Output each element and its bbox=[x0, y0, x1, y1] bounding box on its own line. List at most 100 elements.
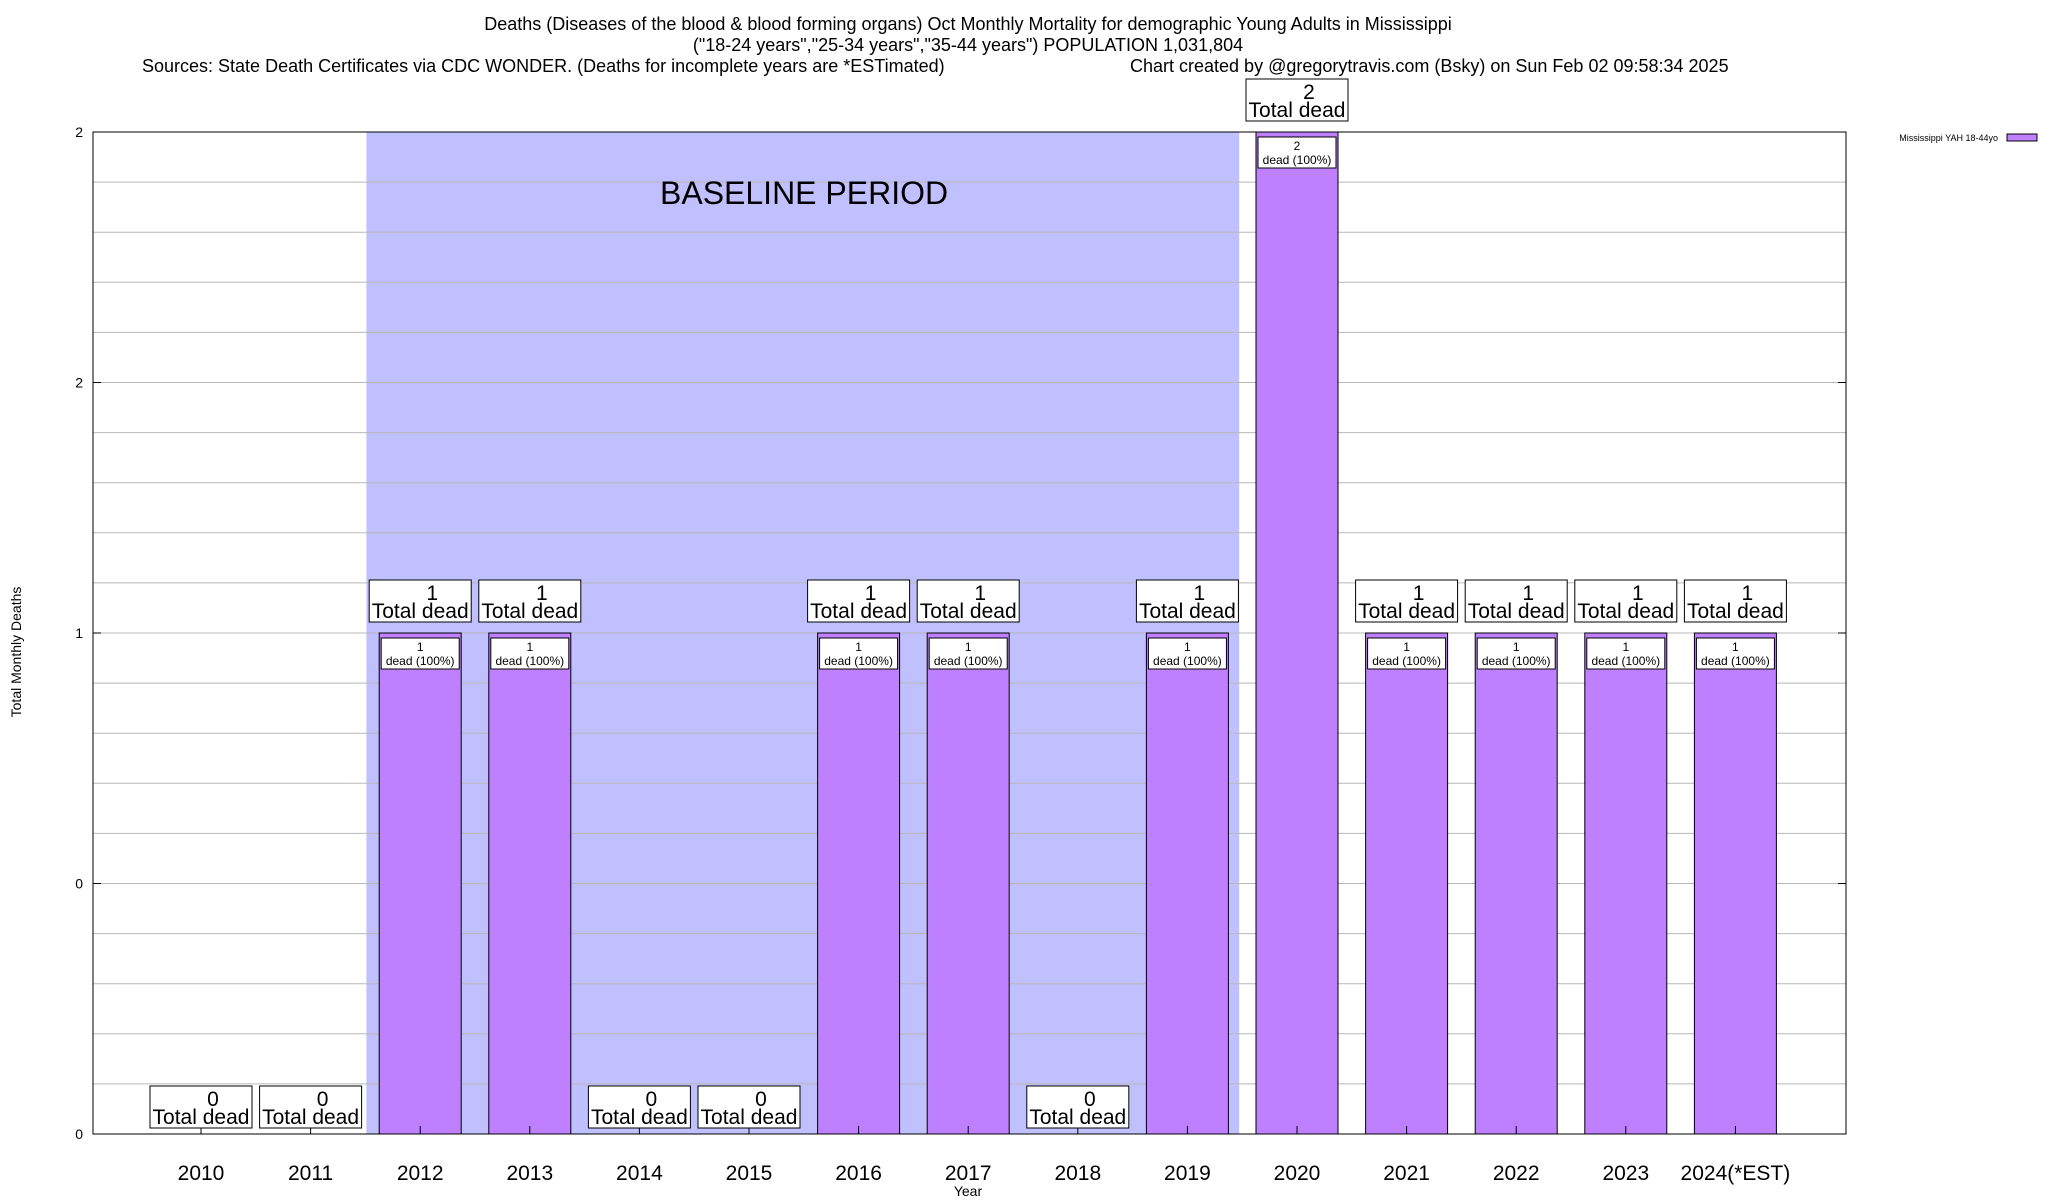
bar-inner-pct: dead (100%) bbox=[1591, 654, 1660, 668]
bar-inner-label-box bbox=[819, 637, 899, 670]
chart-title-line-2: ("18-24 years","25-34 years","35-44 year… bbox=[693, 35, 1243, 55]
total-label-text: Total dead bbox=[372, 600, 469, 623]
total-label-text: Total dead bbox=[153, 1106, 250, 1129]
y-tick-label: 0 bbox=[75, 876, 83, 892]
bar-inner-pct: dead (100%) bbox=[1701, 654, 1770, 668]
total-label-box bbox=[1574, 579, 1678, 623]
bar bbox=[378, 632, 462, 1135]
total-label-text: Total dead bbox=[481, 600, 578, 623]
bar-inner-pct: dead (100%) bbox=[1482, 654, 1551, 668]
bar-inner-pct: dead (100%) bbox=[824, 654, 893, 668]
x-tick-label: 2024(*EST) bbox=[1681, 1162, 1791, 1185]
bar bbox=[817, 632, 901, 1135]
total-label-text: Total dead bbox=[920, 600, 1017, 623]
total-label-box bbox=[1026, 1085, 1130, 1129]
bar-inner-pct: dead (100%) bbox=[386, 654, 455, 668]
bar-inner-count: 1 bbox=[1513, 640, 1520, 654]
total-label-count: 0 bbox=[207, 1088, 219, 1111]
bar bbox=[488, 632, 572, 1135]
x-tick-label: 2015 bbox=[726, 1162, 773, 1185]
total-label-text: Total dead bbox=[1358, 600, 1455, 623]
bar-inner-label-box bbox=[1695, 637, 1775, 670]
total-label-count: 0 bbox=[1084, 1088, 1096, 1111]
total-label-count: 1 bbox=[974, 582, 986, 605]
total-label-count: 0 bbox=[755, 1088, 767, 1111]
x-tick-label: 2017 bbox=[945, 1162, 992, 1185]
total-label-box bbox=[1135, 579, 1239, 623]
chart-credit: Chart created by @gregorytravis.com (Bsk… bbox=[1130, 56, 1729, 76]
bar-inner-count: 1 bbox=[1403, 640, 1410, 654]
x-tick-label: 2021 bbox=[1383, 1162, 1430, 1185]
total-label-count: 1 bbox=[1742, 582, 1754, 605]
bar-inner-label-box bbox=[1147, 637, 1227, 670]
bar-inner-count: 1 bbox=[1622, 640, 1629, 654]
x-axis-label: Year bbox=[954, 1183, 983, 1199]
bar bbox=[1255, 131, 1339, 1135]
total-label-count: 2 bbox=[1303, 81, 1315, 104]
y-axis-label: Total Monthly Deaths bbox=[8, 587, 24, 718]
x-tick-label: 2020 bbox=[1274, 1162, 1321, 1185]
bar-inner-count: 1 bbox=[1184, 640, 1191, 654]
x-tick-label: 2012 bbox=[397, 1162, 444, 1185]
total-label-box bbox=[1464, 579, 1568, 623]
y-tick-label: 2 bbox=[75, 375, 83, 391]
y-tick-label: 0 bbox=[75, 1126, 83, 1142]
bar-inner-pct: dead (100%) bbox=[1153, 654, 1222, 668]
x-tick-label: 2010 bbox=[178, 1162, 225, 1185]
bar bbox=[1474, 632, 1558, 1135]
total-label-count: 1 bbox=[1413, 582, 1425, 605]
bar-inner-count: 2 bbox=[1294, 139, 1301, 153]
total-label-box bbox=[1355, 579, 1459, 623]
total-label-text: Total dead bbox=[1029, 1106, 1126, 1129]
total-label-text: Total dead bbox=[701, 1106, 798, 1129]
total-label-box bbox=[916, 579, 1020, 623]
total-label-box bbox=[259, 1085, 363, 1129]
bar-inner-pct: dead (100%) bbox=[934, 654, 1003, 668]
chart-sources: Sources: State Death Certificates via CD… bbox=[142, 56, 945, 76]
x-tick-label: 2016 bbox=[835, 1162, 882, 1185]
bar bbox=[926, 632, 1010, 1135]
bar-inner-label-box bbox=[380, 637, 460, 670]
total-label-count: 1 bbox=[865, 582, 877, 605]
total-label-count: 0 bbox=[317, 1088, 329, 1111]
total-label-text: Total dead bbox=[1249, 99, 1346, 122]
legend-entry-label: Mississippi YAH 18-44yo bbox=[1899, 133, 1998, 143]
total-label-box bbox=[807, 579, 911, 623]
total-label-box bbox=[587, 1085, 691, 1129]
bar bbox=[1145, 632, 1229, 1135]
chart-title-line-1: Deaths (Diseases of the blood & blood fo… bbox=[484, 14, 1451, 34]
bar-inner-count: 1 bbox=[526, 640, 533, 654]
total-label-text: Total dead bbox=[591, 1106, 688, 1129]
total-label-count: 1 bbox=[536, 582, 548, 605]
bar-inner-label-box bbox=[490, 637, 570, 670]
x-ticks: 2010 2011 2012 2013 2014 2015 2016 2017 2018 2019… bbox=[178, 1126, 1791, 1185]
y-ticks: 0 0 1 2 2 bbox=[75, 124, 1846, 1142]
x-tick-label: 2011 bbox=[288, 1162, 333, 1185]
total-label-box bbox=[478, 579, 582, 623]
total-label-count: 0 bbox=[646, 1088, 658, 1111]
legend-swatch bbox=[2006, 133, 2038, 142]
x-tick-label: 2019 bbox=[1164, 1162, 1211, 1185]
bars-layer bbox=[197, 131, 1777, 1135]
bar-inner-label-box bbox=[1367, 637, 1447, 670]
total-label-box bbox=[1683, 579, 1787, 623]
y-tick-label: 1 bbox=[75, 625, 83, 641]
total-label-text: Total dead bbox=[1577, 600, 1674, 623]
x-tick-label: 2014 bbox=[616, 1162, 663, 1185]
total-label-box bbox=[368, 579, 472, 623]
total-label-text: Total dead bbox=[1139, 600, 1236, 623]
x-tick-label: 2013 bbox=[506, 1162, 553, 1185]
bar bbox=[1693, 632, 1777, 1135]
bar-inner-count: 1 bbox=[1732, 640, 1739, 654]
total-label-text: Total dead bbox=[1687, 600, 1784, 623]
bar-inner-pct: dead (100%) bbox=[1372, 654, 1441, 668]
total-label-box bbox=[149, 1085, 253, 1129]
total-label-text: Total dead bbox=[1468, 600, 1565, 623]
baseline-period-label: BASELINE PERIOD bbox=[660, 175, 948, 211]
bar bbox=[1584, 632, 1668, 1135]
bar-inner-label-box bbox=[1586, 637, 1666, 670]
bar-inner-count: 1 bbox=[855, 640, 862, 654]
total-label-count: 1 bbox=[1194, 582, 1206, 605]
